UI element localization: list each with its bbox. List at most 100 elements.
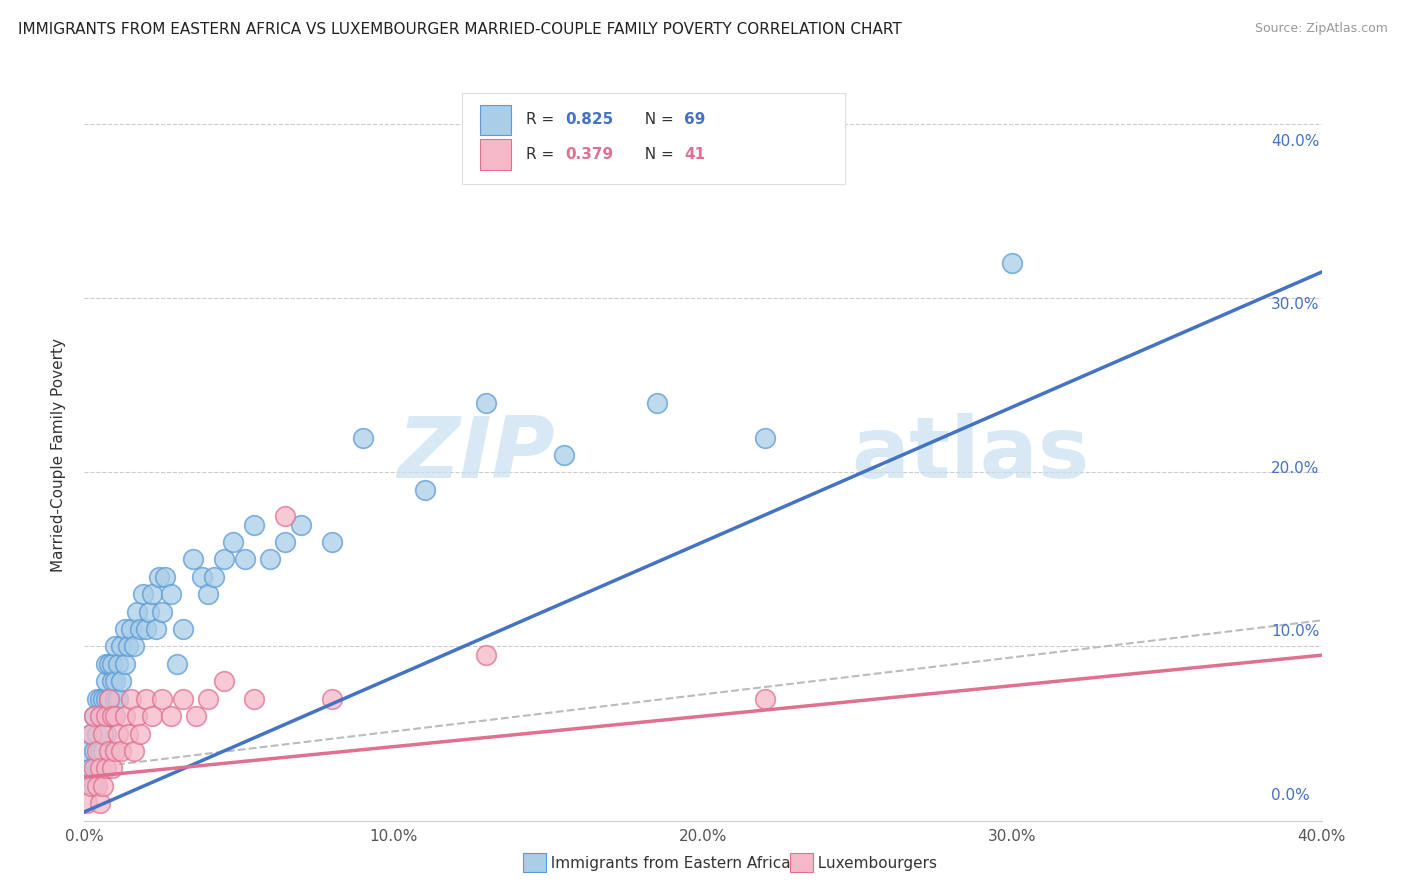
Point bbox=[214, 607, 236, 621]
Point bbox=[191, 689, 214, 703]
Point bbox=[181, 722, 204, 736]
Point bbox=[173, 689, 195, 703]
Point bbox=[188, 689, 211, 703]
Point bbox=[184, 689, 207, 703]
Point bbox=[184, 673, 207, 687]
Point bbox=[176, 754, 198, 768]
Point bbox=[235, 558, 257, 572]
Point bbox=[246, 640, 269, 654]
Point bbox=[252, 607, 274, 621]
Point bbox=[184, 640, 207, 654]
Point bbox=[188, 689, 211, 703]
Point bbox=[295, 525, 318, 540]
Point bbox=[214, 705, 236, 719]
Point bbox=[342, 500, 364, 515]
Point bbox=[191, 673, 214, 687]
Point bbox=[232, 591, 254, 605]
Text: IMMIGRANTS FROM EASTERN AFRICA VS LUXEMBOURGER MARRIED-COUPLE FAMILY POVERTY COR: IMMIGRANTS FROM EASTERN AFRICA VS LUXEMB… bbox=[18, 22, 903, 37]
Point bbox=[668, 394, 690, 409]
Point bbox=[170, 754, 193, 768]
Point bbox=[202, 705, 225, 719]
Point bbox=[167, 722, 190, 736]
Point bbox=[188, 640, 211, 654]
Point bbox=[274, 574, 297, 589]
Point bbox=[217, 574, 239, 589]
Point bbox=[188, 656, 211, 670]
Point bbox=[202, 624, 225, 638]
Point bbox=[228, 607, 250, 621]
Point bbox=[409, 427, 432, 442]
Point bbox=[225, 574, 247, 589]
Point bbox=[173, 722, 195, 736]
Text: atlas: atlas bbox=[852, 409, 1090, 492]
Point bbox=[191, 624, 214, 638]
Text: 41: 41 bbox=[704, 161, 725, 176]
Text: N =: N = bbox=[661, 128, 704, 144]
Point bbox=[205, 607, 228, 621]
Point bbox=[263, 689, 285, 703]
Point bbox=[170, 705, 193, 719]
Point bbox=[194, 640, 217, 654]
Point bbox=[197, 624, 219, 638]
Point bbox=[219, 607, 242, 621]
Point bbox=[464, 476, 486, 491]
Point bbox=[184, 738, 207, 752]
Point bbox=[176, 722, 198, 736]
Point bbox=[179, 673, 201, 687]
Point bbox=[315, 673, 337, 687]
Point bbox=[186, 673, 209, 687]
Point bbox=[208, 722, 231, 736]
Point bbox=[211, 689, 233, 703]
Point bbox=[225, 689, 247, 703]
Text: ZIP: ZIP bbox=[432, 409, 591, 492]
Point bbox=[179, 722, 201, 736]
Point bbox=[763, 673, 786, 687]
Point bbox=[176, 738, 198, 752]
Point bbox=[231, 558, 253, 572]
Point bbox=[179, 771, 201, 785]
Text: R =: R = bbox=[565, 128, 598, 144]
FancyBboxPatch shape bbox=[523, 853, 546, 872]
Text: R =: R = bbox=[565, 161, 598, 176]
Point bbox=[176, 673, 198, 687]
Point bbox=[287, 656, 309, 670]
Text: 69: 69 bbox=[704, 128, 725, 144]
Point bbox=[179, 738, 201, 752]
Point bbox=[181, 689, 204, 703]
Point bbox=[167, 771, 190, 785]
Point bbox=[197, 722, 219, 736]
Point bbox=[186, 689, 209, 703]
Text: N =: N = bbox=[661, 161, 704, 176]
Text: Immigrants from Eastern Africa: Immigrants from Eastern Africa bbox=[541, 856, 792, 871]
Point bbox=[519, 394, 541, 409]
Point bbox=[240, 574, 263, 589]
Point bbox=[205, 673, 228, 687]
Point bbox=[232, 673, 254, 687]
Point bbox=[763, 427, 786, 442]
Point bbox=[307, 541, 329, 556]
Point bbox=[173, 738, 195, 752]
Text: 0.379: 0.379 bbox=[599, 161, 648, 176]
Point bbox=[194, 673, 217, 687]
Point bbox=[315, 508, 337, 523]
Point bbox=[208, 624, 231, 638]
Point bbox=[382, 525, 405, 540]
Point bbox=[173, 689, 195, 703]
Point bbox=[184, 656, 207, 670]
Point bbox=[200, 689, 222, 703]
Point bbox=[269, 558, 291, 572]
Point bbox=[188, 738, 211, 752]
Point bbox=[211, 591, 233, 605]
FancyBboxPatch shape bbox=[508, 111, 846, 196]
Point bbox=[287, 541, 309, 556]
Point bbox=[191, 722, 214, 736]
FancyBboxPatch shape bbox=[524, 153, 551, 183]
Point bbox=[342, 525, 364, 540]
FancyBboxPatch shape bbox=[524, 121, 551, 151]
Text: Source: ZipAtlas.com: Source: ZipAtlas.com bbox=[1254, 22, 1388, 36]
Point bbox=[278, 558, 301, 572]
Point bbox=[186, 722, 209, 736]
Point bbox=[260, 541, 283, 556]
Point bbox=[191, 656, 214, 670]
Point bbox=[170, 705, 193, 719]
